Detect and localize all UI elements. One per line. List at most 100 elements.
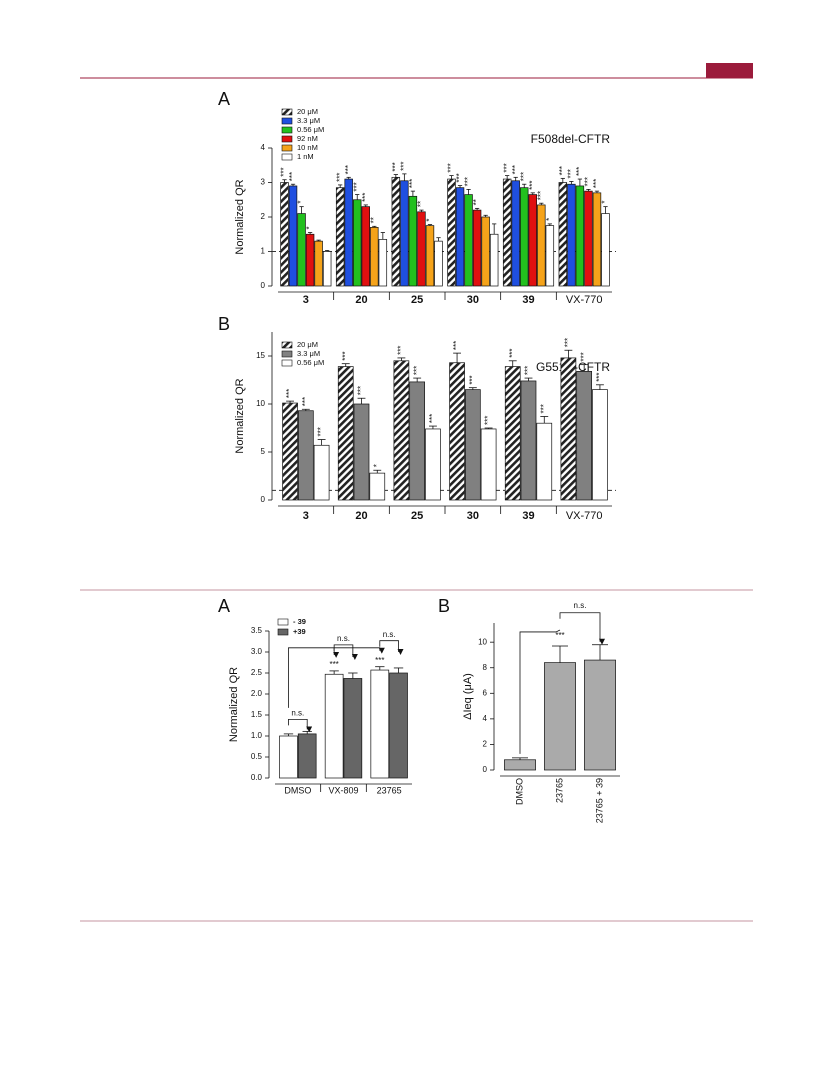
significance-label: ** [472, 199, 481, 205]
bar [400, 180, 409, 287]
significance-label: *** [391, 162, 400, 171]
legend-label: 3.3 μM [297, 349, 320, 358]
significance-label: *** [558, 166, 567, 175]
significance-label: * [601, 201, 610, 204]
significance-label: *** [352, 182, 361, 191]
significance-label: * [372, 464, 381, 467]
bar [370, 669, 390, 779]
y-tick-label: 0 [261, 495, 266, 504]
annotation: n.s. [574, 601, 587, 610]
significance-label: * [297, 201, 306, 204]
significance-label: *** [555, 631, 564, 640]
bar [370, 227, 379, 287]
legend-label: 1 nM [297, 152, 314, 161]
bar [408, 195, 418, 287]
bracket [559, 612, 605, 645]
significance-label: *** [528, 181, 537, 190]
y-tick-label: 4 [261, 143, 266, 152]
significance-label: *** [508, 348, 517, 357]
legend-swatch [281, 117, 293, 125]
y-tick-label: 2 [483, 740, 488, 749]
bar [449, 362, 465, 501]
bar [313, 444, 330, 501]
bar [576, 371, 593, 501]
legend-swatch [281, 341, 293, 349]
bar [425, 225, 435, 287]
bar [472, 209, 482, 287]
y-tick-label: 0 [261, 281, 266, 290]
significance-label: *** [566, 169, 575, 178]
significance-label: * [305, 226, 314, 229]
bar [520, 187, 529, 287]
bar [592, 192, 602, 287]
significance-label: *** [344, 165, 353, 174]
legend-label: 92 nM [297, 134, 318, 143]
legend-swatch [277, 628, 289, 636]
legend-swatch [281, 153, 293, 161]
x-tick-label: 23765 [377, 785, 402, 795]
header-tab [706, 63, 753, 78]
y-tick-label: 3.5 [251, 626, 263, 635]
y-tick-label: 8 [483, 663, 488, 672]
bracket [379, 640, 404, 655]
y-tick-label: 0.5 [251, 752, 263, 761]
y-tick-label: 1 [261, 247, 266, 256]
x-tick-label: 39 [522, 294, 534, 306]
bar [343, 678, 363, 779]
significance-label: * [545, 218, 554, 221]
bar [464, 194, 473, 287]
bar [378, 239, 388, 287]
bar [344, 178, 353, 287]
legend-label: 10 nM [297, 143, 318, 152]
bar [592, 389, 608, 501]
y-axis-label: Normalized QR [228, 667, 240, 742]
legend-label: 0.56 μM [297, 358, 324, 367]
legend-swatch [281, 126, 293, 134]
y-tick-label: 10 [256, 399, 265, 408]
bar [480, 428, 497, 501]
bar [389, 672, 408, 779]
bar [353, 403, 370, 501]
significance-label: *** [452, 341, 461, 350]
x-tick-label: 20 [355, 294, 367, 306]
y-tick-label: 1.5 [251, 710, 263, 719]
bar [584, 659, 616, 771]
significance-label: *** [536, 191, 545, 200]
x-tick-label: 23765 + 39 [594, 778, 604, 823]
bar [417, 211, 426, 287]
bar [297, 213, 306, 287]
bar [434, 240, 443, 287]
legend-label: - 39 [293, 617, 306, 626]
y-tick-label: 5 [261, 447, 266, 456]
bar [279, 735, 298, 779]
legend-label: 20 μM [297, 107, 318, 116]
y-tick-label: 6 [483, 688, 488, 697]
y-tick-label: 2.5 [251, 668, 263, 677]
annotation: n.s. [291, 708, 304, 717]
bar [282, 402, 298, 501]
y-tick-label: 0 [483, 765, 488, 774]
significance-label: *** [285, 389, 294, 398]
x-tick-label: 30 [467, 510, 479, 522]
y-tick-label: 3.0 [251, 647, 263, 656]
y-tick-label: 0.0 [251, 773, 263, 782]
significance-label: *** [301, 397, 310, 406]
significance-label: *** [592, 179, 601, 188]
bar [297, 733, 317, 779]
bar [504, 759, 536, 771]
bar [537, 204, 546, 287]
significance-label: *** [468, 375, 477, 384]
y-tick-label: 15 [256, 351, 265, 360]
significance-label: *** [361, 193, 370, 202]
bar [455, 187, 465, 287]
significance-label: *** [464, 177, 473, 186]
panel-label: B [218, 314, 230, 334]
significance-label: ** [369, 217, 378, 223]
x-tick-label: 3 [303, 510, 309, 522]
y-axis-label: Normalized QR [234, 378, 246, 453]
bar [504, 366, 521, 501]
x-tick-label: DMSO [284, 785, 311, 795]
bar [489, 233, 499, 287]
bracket [288, 718, 313, 733]
